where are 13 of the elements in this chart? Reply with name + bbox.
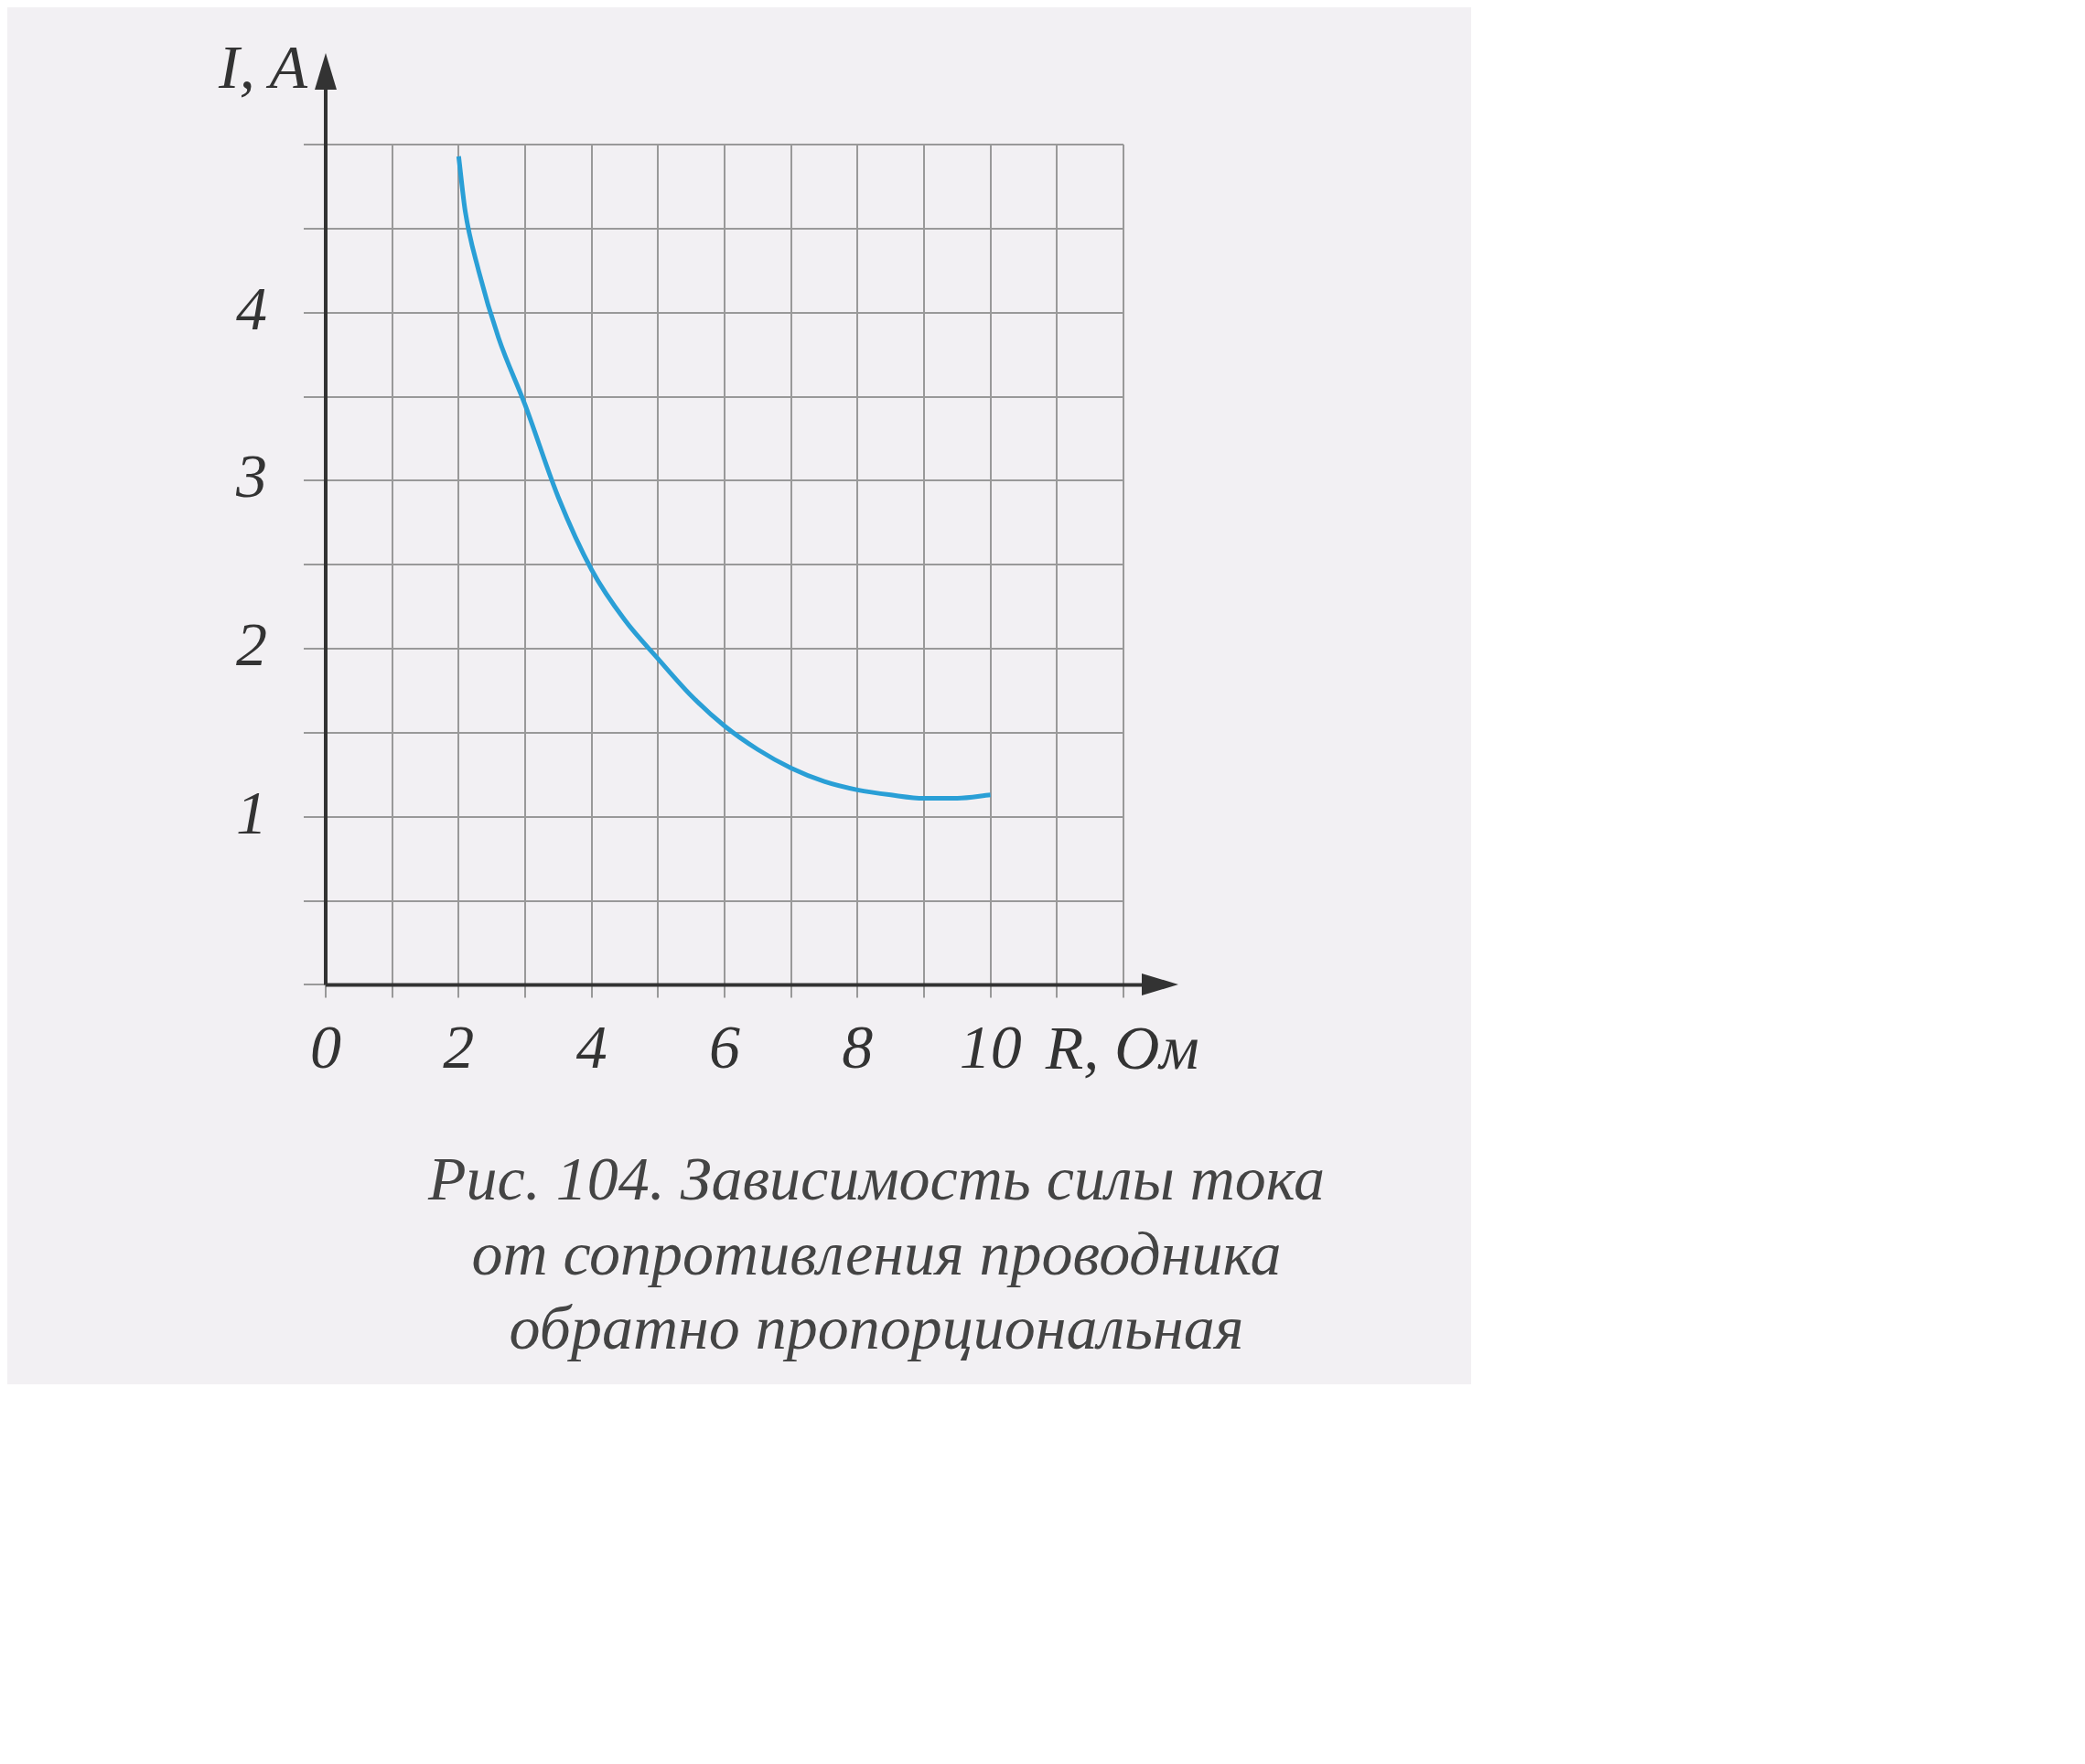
y-tick-label: 2: [236, 608, 267, 679]
x-tick-label: 0: [310, 1012, 341, 1082]
x-axis-title: R, Ом: [1044, 1013, 1199, 1083]
y-tick-label: 3: [235, 441, 267, 511]
x-tick-label: 2: [443, 1012, 475, 1082]
x-tick-label: 10: [959, 1012, 1022, 1082]
y-tick-label: 1: [236, 777, 267, 847]
x-tick-label: 8: [842, 1012, 874, 1082]
text: Рис. 104. Зависимость силы тока от сопротивления проводника обратно пропорциональная: [426, 1143, 1326, 1365]
y-tick-label: 4: [236, 273, 267, 343]
x-tick-label: 4: [575, 1012, 607, 1082]
y-axis-title: I, A: [218, 31, 308, 102]
x-tick-label: 6: [709, 1012, 740, 1082]
